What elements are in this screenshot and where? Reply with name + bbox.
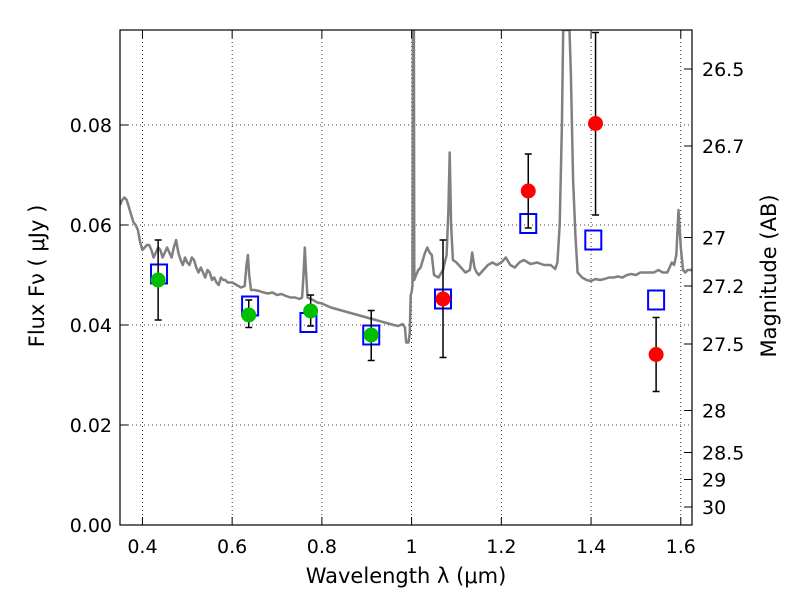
x-tick-label: 0.8 bbox=[307, 536, 337, 558]
right-axis-title: Magnitude (AB) bbox=[757, 194, 781, 357]
x-tick-label: 1.4 bbox=[576, 536, 606, 558]
measured-point bbox=[520, 183, 536, 199]
magnitude-tick-label: 29 bbox=[702, 470, 726, 492]
measured-point bbox=[435, 291, 451, 307]
magnitude-tick-label: 30 bbox=[702, 497, 726, 519]
measured-point bbox=[588, 116, 604, 131]
y-tick-label: 0.02 bbox=[70, 415, 112, 437]
plot-area bbox=[120, 30, 692, 393]
y-tick-label: 0.00 bbox=[70, 515, 112, 537]
axes: 0.4 0.6 0.8 1 1.2 1.4 1.6 0.00 0.02 0.04 0.06 0.08 2… bbox=[70, 29, 744, 558]
model-square-point bbox=[584, 229, 603, 251]
x-tick-label: 1 bbox=[406, 536, 418, 558]
model-square-point bbox=[647, 289, 666, 311]
magnitude-tick-label: 26.7 bbox=[702, 136, 744, 158]
x-tick-label: 0.6 bbox=[217, 536, 247, 558]
y-tick-label: 0.06 bbox=[70, 215, 112, 237]
magnitude-tick-label: 28 bbox=[702, 401, 726, 423]
plot-frame bbox=[119, 29, 693, 526]
x-tick-label: 1.6 bbox=[666, 536, 696, 558]
measured-point bbox=[363, 327, 379, 343]
y-tick-label: 0.08 bbox=[70, 115, 112, 137]
measured-point bbox=[648, 347, 664, 362]
measured-point bbox=[150, 272, 166, 288]
magnitude-tick-label: 27.2 bbox=[702, 276, 744, 298]
measured-point bbox=[241, 307, 257, 323]
x-tick-label: 0.4 bbox=[127, 536, 157, 558]
measured-point bbox=[303, 303, 319, 319]
y-axis-title: Flux Fν ( μJy ) bbox=[25, 205, 49, 348]
magnitude-tick-label: 26.5 bbox=[702, 59, 744, 81]
y-tick-label: 0.04 bbox=[70, 315, 112, 337]
magnitude-tick-label: 27.5 bbox=[702, 334, 744, 356]
x-axis-title: Wavelength λ (μm) bbox=[306, 564, 507, 588]
x-tick-label: 1.2 bbox=[486, 536, 516, 558]
magnitude-tick-label: 28.5 bbox=[702, 443, 744, 465]
magnitude-tick-label: 27 bbox=[702, 228, 726, 250]
spectrum-line bbox=[120, 30, 692, 344]
